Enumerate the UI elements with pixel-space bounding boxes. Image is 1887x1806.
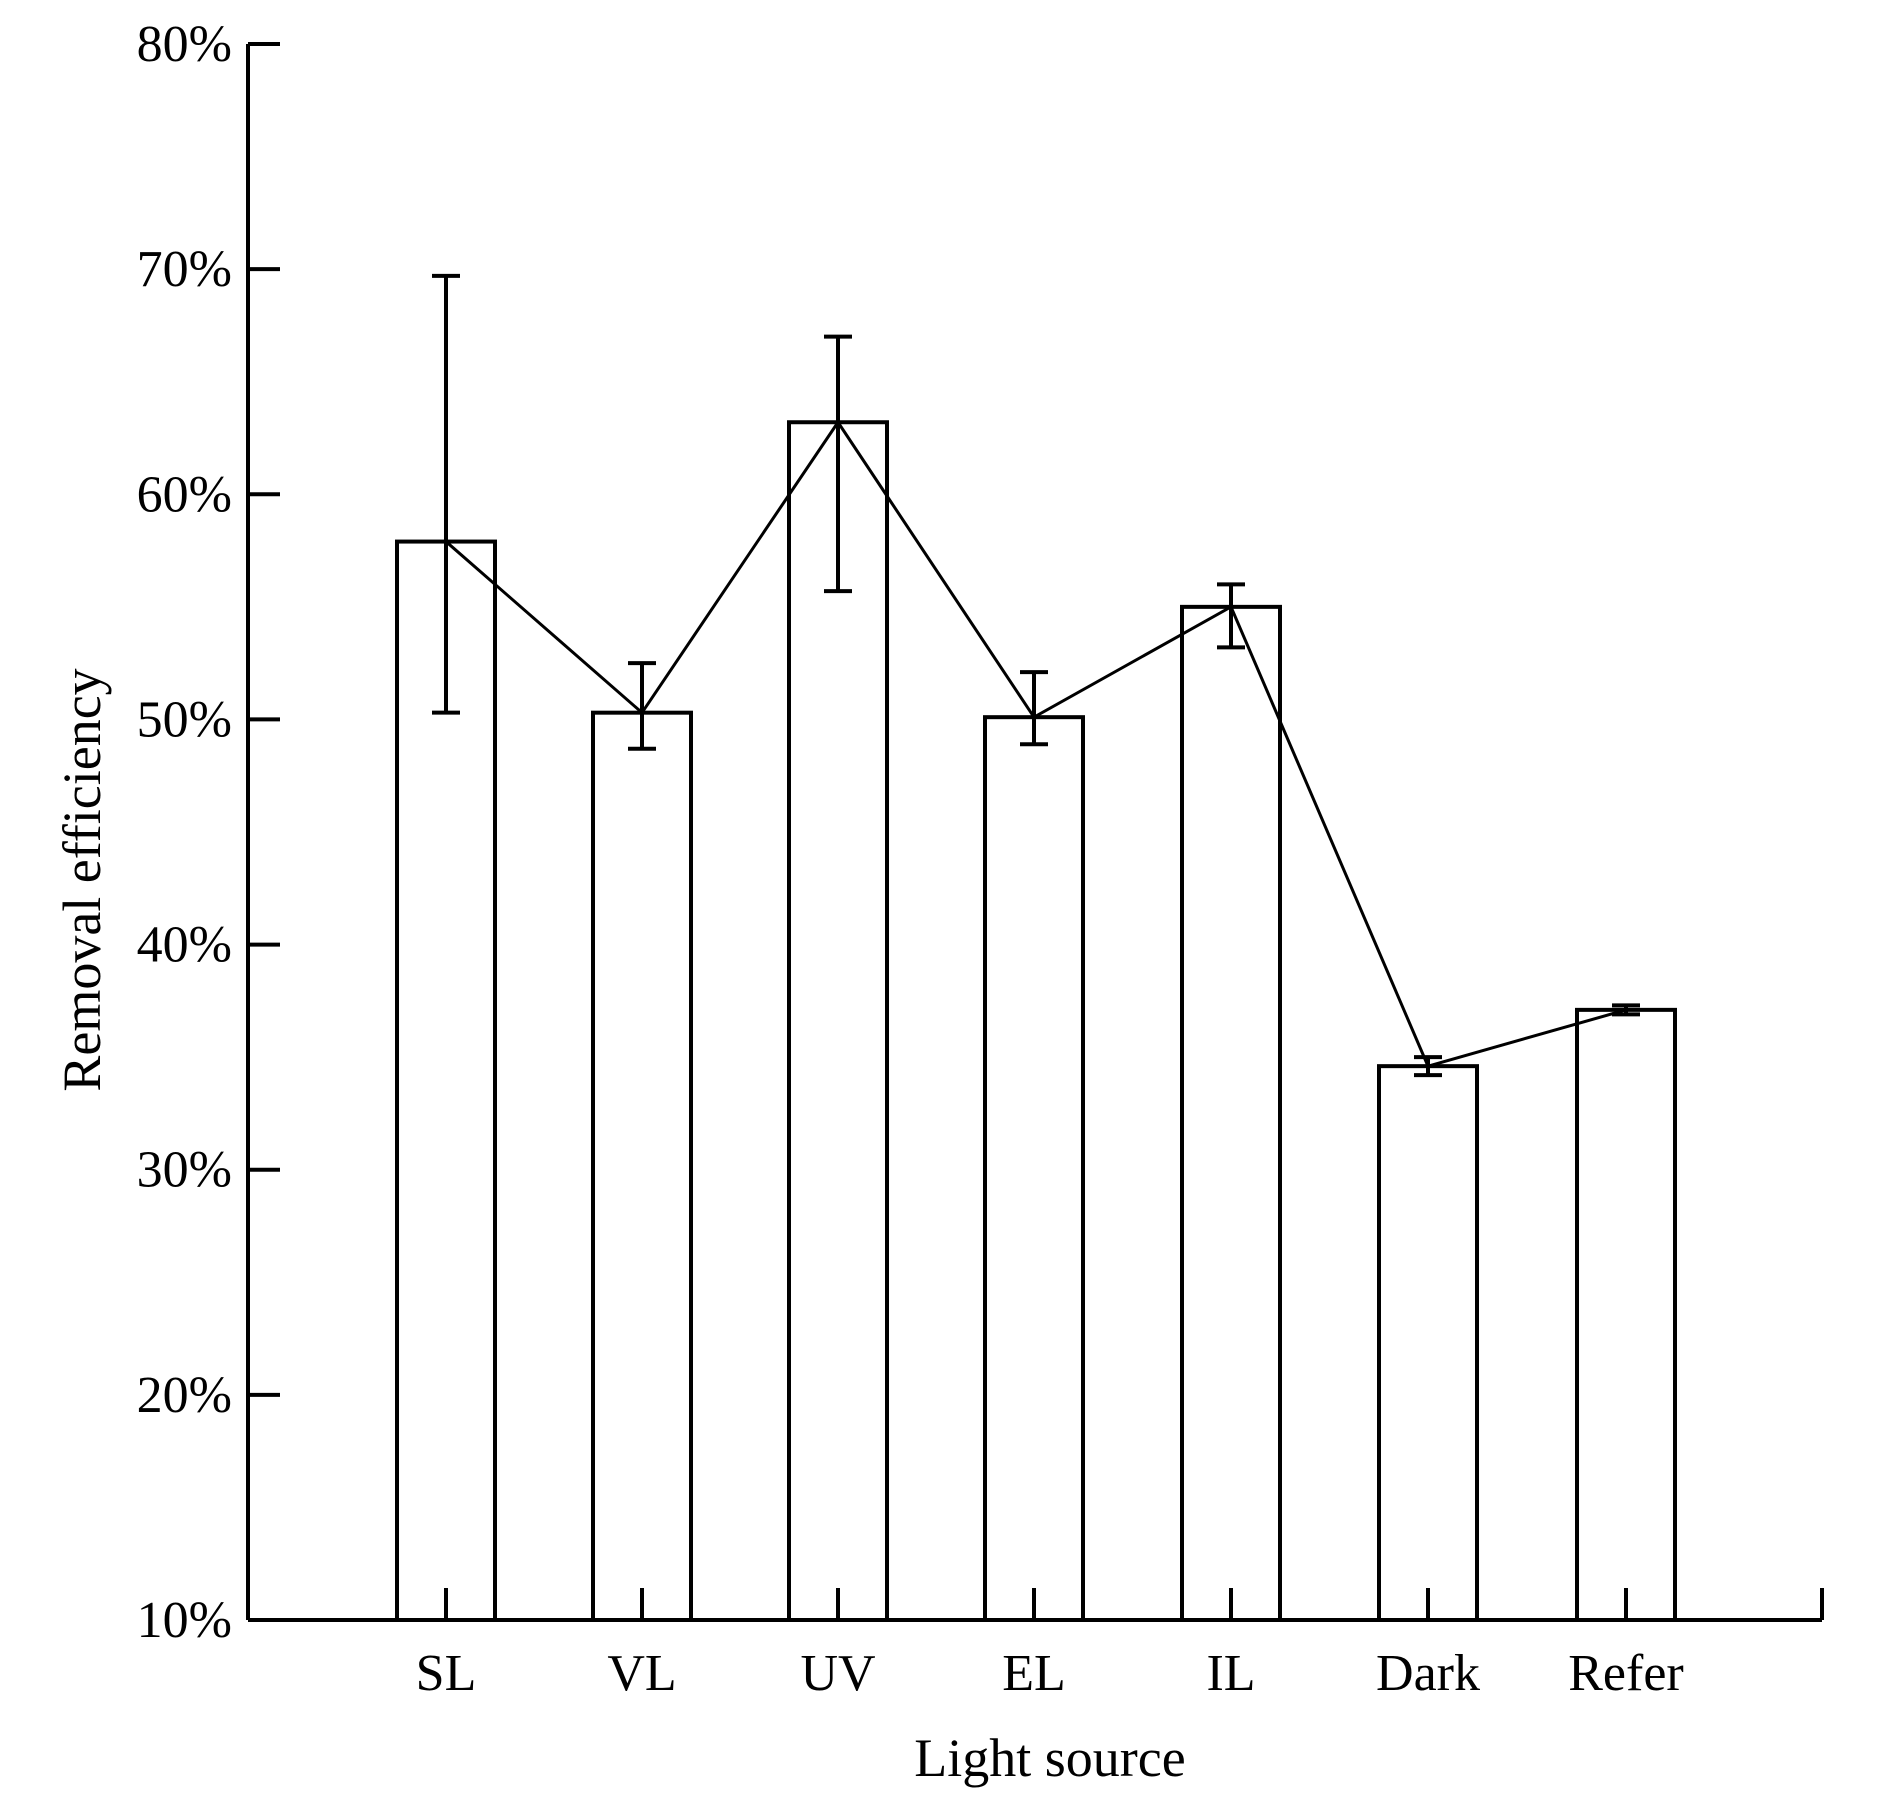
error-bar-vl xyxy=(628,661,656,751)
error-bar-sl xyxy=(432,273,460,715)
bar-uv xyxy=(787,420,889,1622)
error-bar-el xyxy=(1020,670,1048,747)
y-tick-label: 10% xyxy=(137,1592,232,1649)
x-tick-label-dark: Dark xyxy=(1376,1645,1480,1702)
x-tick-label-el: EL xyxy=(1002,1645,1066,1702)
error-bar-refer xyxy=(1612,1003,1640,1017)
y-ticks: 10% 20% 30% 40% 50% 60% 70% 80% xyxy=(137,16,280,1649)
error-bar-dark xyxy=(1414,1055,1442,1078)
bar-il xyxy=(1180,604,1282,1622)
x-tick-label-uv: UV xyxy=(800,1645,875,1702)
error-bars xyxy=(432,273,1640,1078)
x-tick-labels: SL VL UV EL IL Dark Refer xyxy=(416,1645,1684,1702)
error-bar-il xyxy=(1217,582,1245,650)
x-ticks xyxy=(444,1588,1628,1620)
x-tick-label-il: IL xyxy=(1206,1645,1255,1702)
y-axis-title: Removal efficiency xyxy=(52,668,112,1091)
x-tick-label-vl: VL xyxy=(607,1645,676,1702)
y-tick-label: 40% xyxy=(137,917,232,974)
x-tick-label-refer: Refer xyxy=(1568,1645,1683,1702)
bar-dark xyxy=(1377,1064,1479,1622)
y-tick-label: 80% xyxy=(137,16,232,73)
bars xyxy=(395,420,1677,1623)
y-tick-label: 30% xyxy=(137,1142,232,1199)
bar-vl xyxy=(591,710,693,1622)
bar-sl xyxy=(395,539,497,1623)
x-axis-title: Light source xyxy=(914,1728,1185,1788)
y-tick-label: 70% xyxy=(137,241,232,298)
x-tick-label-sl: SL xyxy=(416,1645,477,1702)
y-tick-label: 20% xyxy=(137,1367,232,1424)
y-tick-label: 50% xyxy=(137,691,232,748)
error-bar-uv xyxy=(824,334,852,594)
bar-el xyxy=(983,715,1085,1622)
y-tick-label: 60% xyxy=(137,466,232,523)
bar-refer xyxy=(1575,1007,1677,1622)
